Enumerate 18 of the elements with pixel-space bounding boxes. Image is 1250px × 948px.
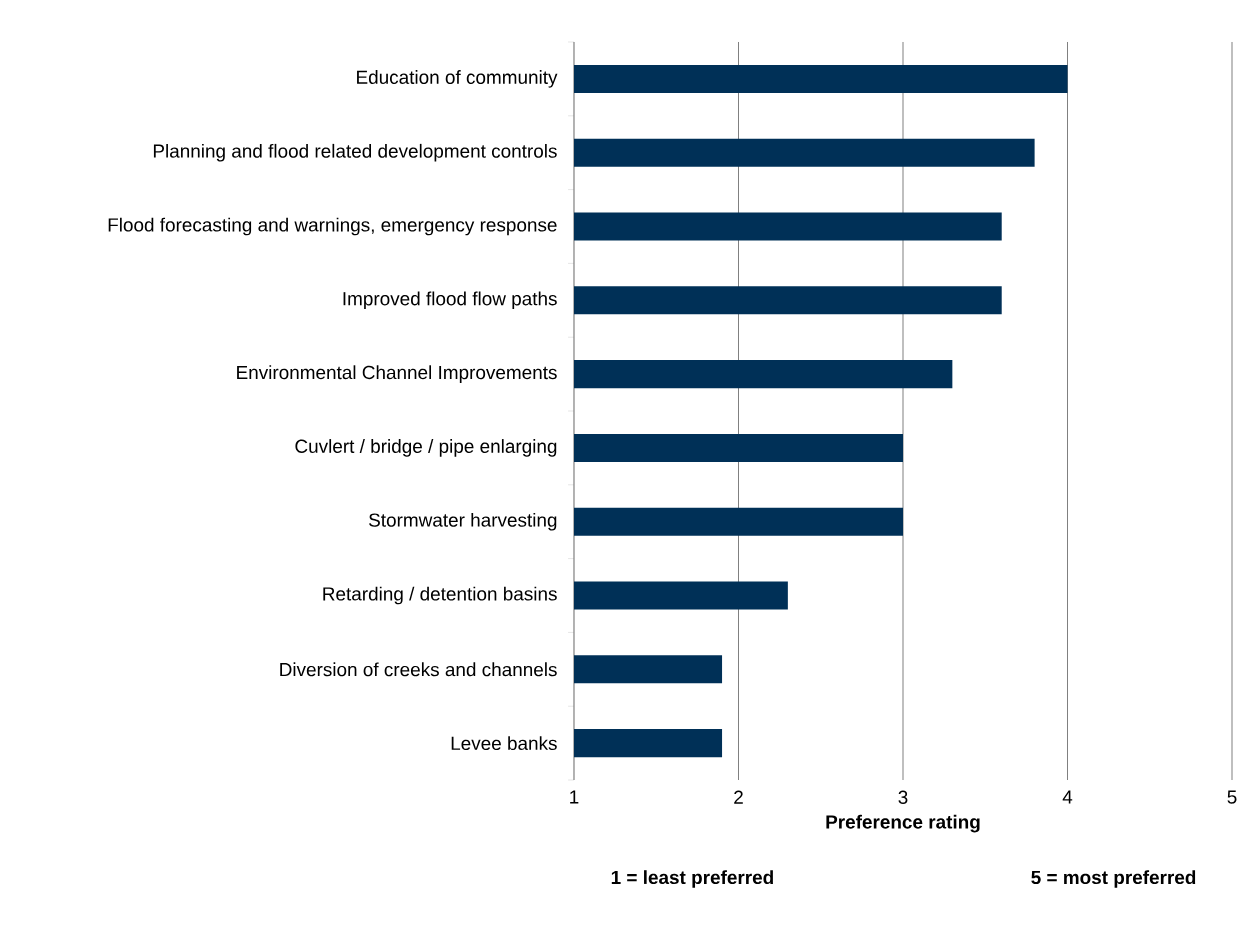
y-tick-label: Environmental Channel Improvements — [237, 365, 557, 383]
x-tick-label: 5 — [1227, 790, 1237, 804]
x-tick-label: 4 — [1062, 790, 1073, 804]
y-tick-label: Planning and flood related development controls — [153, 143, 557, 162]
x-tick-label: 3 — [898, 790, 908, 804]
y-tick-label: Levee banks — [451, 736, 557, 751]
y-tick-label: Diversion of creeks and channels — [280, 662, 557, 677]
y-tick-label: Cuvlert / bridge / pipe enlarging — [295, 439, 557, 457]
y-tick-label: Retarding / detention basins — [323, 586, 557, 605]
x-tick-label: 1 — [570, 790, 579, 804]
y-tick-label: Stormwater harvesting — [369, 512, 557, 531]
text: 5 = most preferred — [1031, 870, 1196, 888]
y-tick-label: Improved flood flow paths — [343, 291, 557, 310]
y-tick-label: Education of community — [357, 70, 558, 88]
y-tick-label: Flood forecasting and warnings, emergency response — [108, 217, 557, 236]
text: 1 = least preferred — [611, 870, 773, 888]
x-axis-title: Preference rating — [826, 814, 980, 833]
x-tick-label: 2 — [734, 790, 743, 804]
